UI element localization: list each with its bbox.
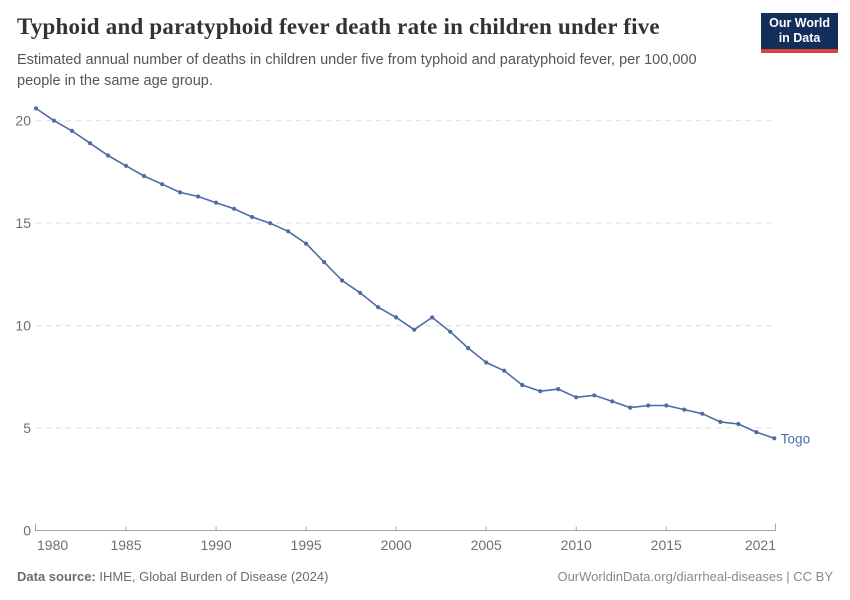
- data-point-2007[interactable]: [520, 382, 525, 388]
- data-point-1991[interactable]: [232, 206, 237, 211]
- page-title: Typhoid and paratyphoid fever death rate…: [17, 14, 660, 39]
- y-axis-tick-label: 0: [23, 523, 31, 539]
- data-point-1987[interactable]: [160, 182, 165, 187]
- data-point-1989[interactable]: [196, 194, 201, 199]
- data-point-2017[interactable]: [700, 411, 705, 416]
- data-point-1980[interactable]: [33, 106, 39, 111]
- data-point-2002[interactable]: [430, 315, 435, 320]
- data-point-2001[interactable]: [412, 327, 417, 332]
- data-point-1981[interactable]: [51, 118, 57, 123]
- data-point-1998[interactable]: [358, 290, 363, 295]
- y-axis-tick-label: 5: [23, 420, 31, 436]
- owid-logo[interactable]: Our World in Data: [761, 13, 838, 53]
- data-point-2009[interactable]: [556, 387, 561, 392]
- data-point-1986[interactable]: [141, 173, 147, 179]
- data-point-1992[interactable]: [250, 214, 255, 220]
- x-axis-tick-label: 2010: [561, 537, 592, 553]
- data-source-note: Data source: IHME, Global Burden of Dise…: [17, 569, 328, 584]
- owid-logo-line2: in Data: [778, 31, 821, 45]
- data-point-2020[interactable]: [754, 430, 759, 435]
- series-end-label[interactable]: Togo: [781, 431, 810, 446]
- x-axis-tick-label: 2015: [651, 537, 682, 553]
- data-point-2014[interactable]: [646, 403, 651, 408]
- data-point-2013[interactable]: [628, 405, 633, 410]
- series-line-togo: [35, 107, 776, 440]
- data-point-1990[interactable]: [214, 200, 219, 205]
- chart-subtitle: Estimated annual number of deaths in chi…: [17, 52, 697, 89]
- data-point-1985[interactable]: [123, 163, 129, 168]
- data-point-1984[interactable]: [105, 153, 111, 158]
- data-point-1982[interactable]: [69, 128, 75, 133]
- data-point-2003[interactable]: [448, 329, 453, 334]
- data-point-1988[interactable]: [178, 190, 183, 195]
- x-axis-tick-label: 1990: [200, 537, 231, 553]
- data-point-2004[interactable]: [466, 346, 471, 351]
- y-axis-tick-label: 15: [15, 215, 31, 231]
- data-point-2015[interactable]: [664, 403, 669, 408]
- attribution-license: | CC BY: [782, 569, 833, 584]
- data-point-2012[interactable]: [610, 399, 615, 404]
- x-axis-tick-label: 2005: [471, 537, 502, 553]
- data-point-2008[interactable]: [538, 389, 543, 394]
- x-axis-tick-label: 1980: [37, 537, 68, 553]
- x-axis-tick-label: 2021: [745, 537, 776, 553]
- y-axis-tick-label: 10: [15, 318, 31, 334]
- x-axis-tick-label: 2000: [381, 537, 412, 553]
- data-point-2010[interactable]: [574, 395, 579, 400]
- owid-logo-line1: Our World: [769, 16, 830, 30]
- x-axis-tick-label: 1995: [291, 537, 322, 553]
- y-axis-tick-label: 20: [15, 113, 31, 129]
- data-point-2011[interactable]: [592, 393, 597, 398]
- attribution-note: OurWorldinData.org/diarrheal-diseases | …: [557, 569, 833, 584]
- data-point-1993[interactable]: [268, 221, 273, 226]
- data-point-1995[interactable]: [304, 241, 309, 246]
- data-source-value: IHME, Global Burden of Disease (2024): [95, 569, 329, 584]
- data-point-1994[interactable]: [286, 229, 291, 234]
- attribution-link[interactable]: OurWorldinData.org/diarrheal-diseases: [557, 569, 783, 584]
- data-point-2019[interactable]: [736, 421, 741, 427]
- data-point-2021[interactable]: [772, 436, 777, 441]
- data-point-1999[interactable]: [376, 305, 381, 310]
- data-point-2016[interactable]: [682, 407, 687, 412]
- data-source-label: Data source:: [17, 569, 96, 584]
- data-point-1983[interactable]: [87, 141, 93, 146]
- data-point-1996[interactable]: [322, 260, 327, 265]
- data-point-1997[interactable]: [340, 278, 345, 283]
- data-point-2005[interactable]: [484, 360, 489, 365]
- x-axis-tick-label: 1985: [110, 537, 141, 553]
- data-point-2006[interactable]: [502, 368, 507, 373]
- data-point-2018[interactable]: [718, 419, 723, 424]
- data-point-2000[interactable]: [394, 315, 399, 320]
